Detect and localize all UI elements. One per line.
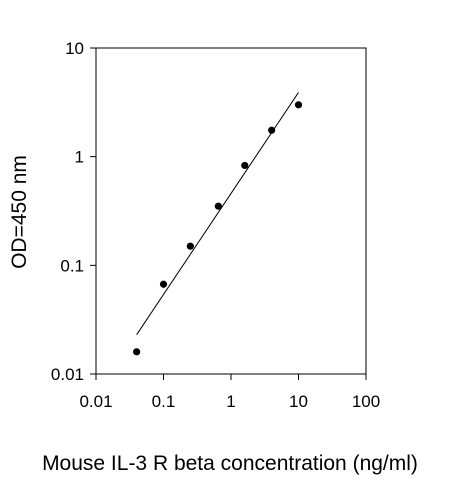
data-point [186, 242, 194, 250]
y-tick-label: 10 [65, 39, 84, 58]
x-tick-label: 10 [289, 392, 308, 411]
points-layer [133, 101, 303, 356]
data-point [241, 161, 249, 170]
x-tick-label: 1 [226, 392, 235, 411]
y-axis-label: OD=450 nm [8, 155, 31, 269]
data-point [214, 202, 222, 210]
data-point [294, 101, 303, 109]
data-point [133, 348, 141, 356]
y-tick-label: 1 [75, 148, 84, 167]
x-tick-label: 0.1 [152, 392, 176, 411]
x-axis-label: Mouse IL-3 R beta concentration (ng/ml) [42, 452, 418, 475]
y-axis-ticks: 0.01 0.1 1 10 [51, 39, 96, 384]
y-tick-label: 0.1 [60, 256, 84, 275]
plot-border [95, 47, 367, 375]
plot-frame [95, 47, 367, 375]
x-tick-label: 100 [352, 392, 380, 411]
x-tick-label: 0.01 [79, 392, 112, 411]
data-point [268, 126, 276, 134]
x-axis-ticks: 0.01 0.1 1 10 100 [79, 374, 380, 411]
y-tick-label: 0.01 [51, 365, 84, 384]
data-point [159, 280, 168, 288]
